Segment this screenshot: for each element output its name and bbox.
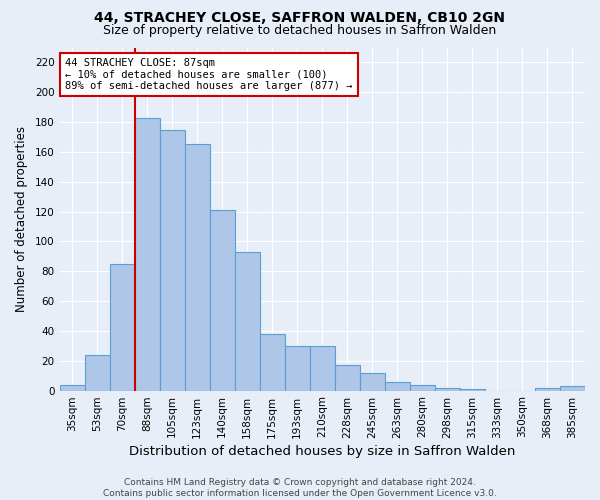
X-axis label: Distribution of detached houses by size in Saffron Walden: Distribution of detached houses by size …	[129, 444, 515, 458]
Bar	[410, 384, 435, 390]
Text: Size of property relative to detached houses in Saffron Walden: Size of property relative to detached ho…	[103, 24, 497, 37]
Text: 44, STRACHEY CLOSE, SAFFRON WALDEN, CB10 2GN: 44, STRACHEY CLOSE, SAFFRON WALDEN, CB10…	[95, 12, 505, 26]
Bar	[260, 334, 285, 390]
Text: Contains HM Land Registry data © Crown copyright and database right 2024.
Contai: Contains HM Land Registry data © Crown c…	[103, 478, 497, 498]
Bar	[460, 389, 485, 390]
Bar	[560, 386, 585, 390]
Bar	[435, 388, 460, 390]
Bar	[535, 388, 560, 390]
Bar	[134, 118, 160, 390]
Bar	[285, 346, 310, 391]
Bar	[310, 346, 335, 391]
Bar	[185, 144, 209, 390]
Bar	[209, 210, 235, 390]
Bar	[235, 252, 260, 390]
Bar	[335, 365, 360, 390]
Bar	[59, 384, 85, 390]
Bar	[360, 372, 385, 390]
Bar	[110, 264, 134, 390]
Text: 44 STRACHEY CLOSE: 87sqm
← 10% of detached houses are smaller (100)
89% of semi-: 44 STRACHEY CLOSE: 87sqm ← 10% of detach…	[65, 58, 352, 91]
Bar	[160, 130, 185, 390]
Bar	[385, 382, 410, 390]
Bar	[85, 355, 110, 390]
Y-axis label: Number of detached properties: Number of detached properties	[15, 126, 28, 312]
